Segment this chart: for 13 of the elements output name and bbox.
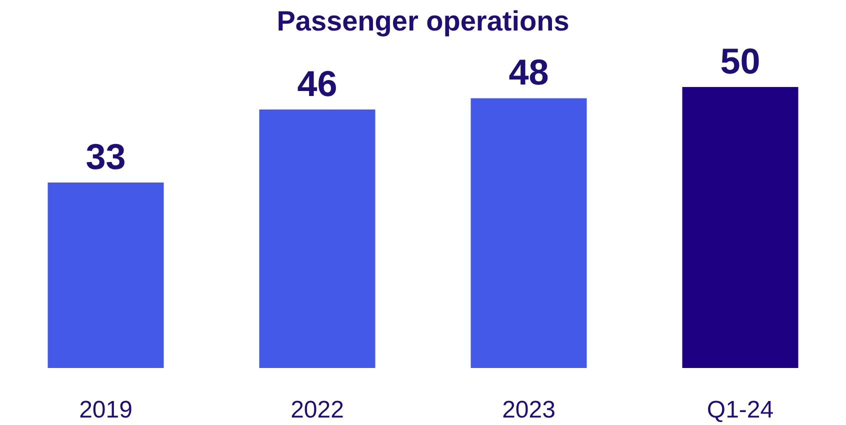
bar [259,109,376,368]
bar [682,87,798,368]
x-tick-label: Q1-24 [706,396,774,424]
x-tick-label: 2022 [290,396,344,424]
data-label: 48 [508,52,549,93]
bar [470,98,587,368]
chart-title: Passenger operations [276,6,570,36]
data-label: 46 [297,62,338,104]
data-label: 50 [720,40,760,82]
x-tick-label: 2023 [502,396,556,424]
x-tick-label: 2019 [79,396,132,424]
data-label: 33 [86,136,126,178]
bar [48,182,164,368]
